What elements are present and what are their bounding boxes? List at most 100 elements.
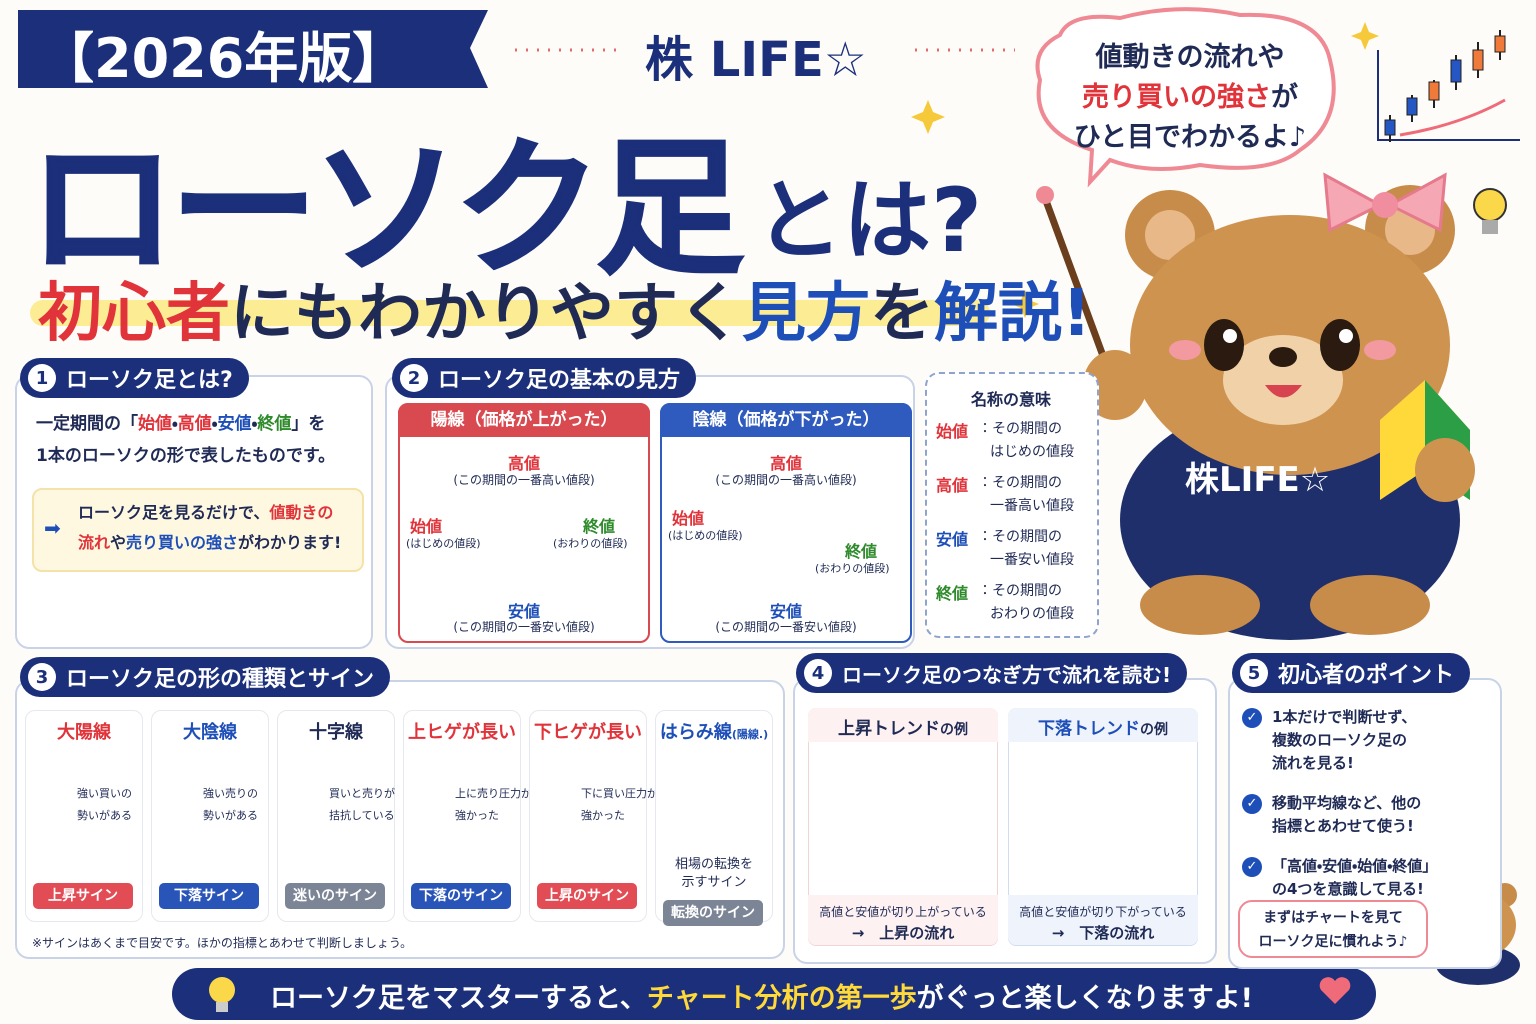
speech-bubble <box>1035 7 1336 188</box>
shape <box>1036 186 1054 204</box>
low-desc: (この期間の一番安い値段) <box>453 620 595 634</box>
open-desc: (はじめの値段) <box>406 537 481 550</box>
high-label: 高値 <box>769 454 802 473</box>
trend-title: 上昇トレンドの例 <box>808 714 998 739</box>
card-name: 大陰線 <box>183 722 237 743</box>
badge-ribbon <box>18 10 488 88</box>
subtitle-part: 初心者 <box>38 277 230 351</box>
card-name-note: (陽線.) <box>731 728 769 741</box>
card-desc: 勢いがある <box>77 809 132 822</box>
name-desc: 一番高い値段 <box>990 498 1074 514</box>
shape <box>1269 347 1297 367</box>
shape <box>1223 329 1237 343</box>
text-part: ・ <box>251 414 258 434</box>
section-title: ローソク足とは? <box>66 368 233 393</box>
card-desc: 強い買いの <box>77 787 132 800</box>
note-arrow: ➡ <box>44 516 61 540</box>
close-label: 終値 <box>845 542 878 561</box>
subtitle-part: にもわかりやすく <box>230 277 742 351</box>
close-label: 終値 <box>583 517 616 536</box>
title-suffix: とは? <box>755 169 983 272</box>
names-box <box>925 372 1099 638</box>
footer-part: がぐっと楽しくなりますよ! <box>916 983 1253 1014</box>
text-line: 値動きの流れや <box>1045 38 1335 78</box>
shape <box>1310 575 1430 635</box>
candle-icon <box>1384 115 1396 142</box>
shape <box>209 977 235 1003</box>
section-number: 5 <box>1240 659 1268 687</box>
names-title: 名称の意味 <box>970 390 1051 409</box>
point-text: 1本だけで判断せず、 <box>1272 708 1417 726</box>
shape <box>1204 319 1244 371</box>
trend-result: → 下落の流れ <box>1051 924 1155 942</box>
shape <box>1223 335 1343 425</box>
check-icon: ✓ <box>1242 708 1262 728</box>
candle-body <box>1494 35 1506 53</box>
point-text: 複数のローソク足の <box>1272 731 1408 749</box>
name-desc: おわりの値段 <box>990 606 1074 622</box>
sign-label: 上昇サイン <box>33 883 133 909</box>
text-part: 売り買いの強さ <box>126 533 239 552</box>
sparkle <box>1011 290 1039 318</box>
text-part: 売り買いの強さ <box>1082 82 1271 113</box>
bulb <box>1473 188 1507 234</box>
text-part: 高値 <box>177 414 212 434</box>
low-label: 安値 <box>769 602 802 621</box>
bubble-line: ローソク足に慣れよう♪ <box>1258 934 1408 950</box>
text-part: 1本のローソクの形で表したものです。 <box>36 446 336 466</box>
shape <box>1482 220 1498 234</box>
high-label: 高値 <box>507 454 540 473</box>
sign-label: 転換のサイン <box>663 900 763 926</box>
trend-foot <box>1008 895 1198 945</box>
text-line: 1本のローソクの形で表したものです。 <box>36 440 335 472</box>
section3-header: 3 ローソク足の形の種類とサイン <box>20 657 391 697</box>
name-desc: はじめの値段 <box>990 444 1074 460</box>
close-desc: (おわりの値段) <box>815 562 890 575</box>
hoodie-text: 株LIFE☆ <box>1185 460 1331 500</box>
card-desc: 示すサイン <box>681 875 747 890</box>
section-number: 4 <box>804 659 832 687</box>
trend-title: 下落トレンドの例 <box>1008 714 1198 739</box>
candle-icon <box>1494 30 1506 60</box>
low-desc: (この期間の一番安い値段) <box>715 620 857 634</box>
name-desc: ：その期間の <box>978 421 1062 437</box>
text-part: ・ <box>211 414 218 434</box>
trend-head <box>1008 708 1198 742</box>
trend-name: 下落トレンド <box>1038 719 1140 739</box>
name-desc: ：その期間の <box>978 529 1062 545</box>
bubble-text: 値動きの流れや 売り買いの強さが ひと目でわかるよ♪ <box>1045 38 1335 158</box>
card <box>655 710 773 922</box>
card-name: 下ヒゲが長い <box>534 722 642 743</box>
subtitle: 初心者にもわかりやすく見方を解説! <box>38 262 1091 354</box>
name-desc: ：その期間の <box>978 475 1062 491</box>
card-desc: 上に売り圧力が <box>455 787 532 800</box>
card-desc: 下に買い圧力が <box>581 787 658 800</box>
brand: 株 LIFE☆ <box>645 32 867 88</box>
name-term: 安値 <box>936 530 969 549</box>
footer-text: ローソク足をマスターすると、チャート分析の第一歩がぐっと楽しくなりますよ! <box>270 976 1253 1015</box>
text-line: 一定期間の「始値・高値・安値・終値」を <box>36 408 335 440</box>
card-title: 大陽線 <box>25 718 143 744</box>
shape <box>1415 438 1475 502</box>
text-part: 安値 <box>217 414 252 434</box>
trend-foot <box>808 895 998 945</box>
trend-head <box>808 708 998 742</box>
shape <box>1372 192 1398 218</box>
badge: 【2026年版】 <box>40 27 407 90</box>
name-desc: 一番安い値段 <box>990 552 1074 568</box>
name-desc: ：その期間の <box>978 583 1062 599</box>
text-part: 値動きの流れや <box>1095 42 1285 73</box>
candle-icon <box>1406 95 1418 122</box>
candle-icon <box>1450 55 1462 90</box>
section4-header: 4 ローソク足のつなぎ方で流れを読む! <box>796 653 1188 693</box>
subtitle-part: 見方 <box>742 277 870 351</box>
card-title: 上ヒゲが長い <box>403 718 521 744</box>
section-number: 3 <box>28 663 56 691</box>
sign-label: 迷いのサイン <box>285 883 385 909</box>
footer-band <box>172 968 1376 1020</box>
panel-title: 陽線（価格が上がった） <box>398 403 650 437</box>
text-part: ローソク足を見るだけで、 <box>78 503 270 522</box>
text-part: 流れ <box>78 533 111 552</box>
